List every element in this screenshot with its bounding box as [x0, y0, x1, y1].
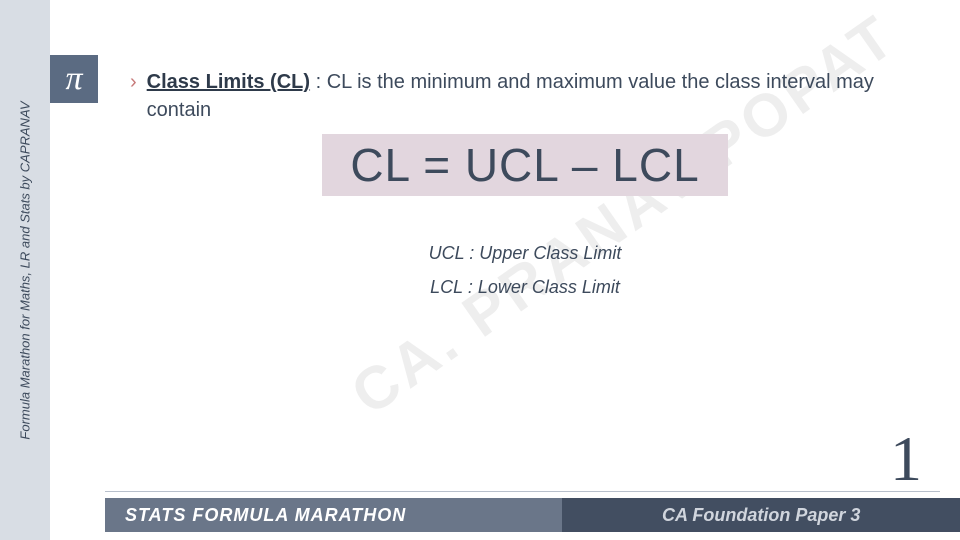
footer-title-left: STATS FORMULA MARATHON	[105, 498, 562, 532]
term-label: Class Limits (CL)	[147, 71, 310, 93]
definitions-list: UCL : Upper Class Limit LCL : Lower Clas…	[130, 236, 920, 304]
bullet-icon: ›	[130, 68, 137, 124]
divider	[105, 491, 940, 492]
sidebar-label: Formula Marathon for Maths, LR and Stats…	[18, 101, 33, 439]
sidebar: Formula Marathon for Maths, LR and Stats…	[0, 0, 50, 540]
footer: STATS FORMULA MARATHON CA Foundation Pap…	[105, 498, 960, 532]
footer-title-right: CA Foundation Paper 3	[562, 498, 960, 532]
main-content: › Class Limits (CL) : CL is the minimum …	[130, 68, 920, 304]
ucl-definition: UCL : Upper Class Limit	[130, 236, 920, 270]
pi-icon: π	[50, 55, 98, 103]
definition-text: Class Limits (CL) : CL is the minimum an…	[147, 68, 920, 124]
lcl-definition: LCL : Lower Class Limit	[130, 270, 920, 304]
definition-row: › Class Limits (CL) : CL is the minimum …	[130, 68, 920, 124]
formula-box: CL = UCL – LCL	[322, 134, 727, 196]
page-number: 1	[890, 422, 922, 496]
